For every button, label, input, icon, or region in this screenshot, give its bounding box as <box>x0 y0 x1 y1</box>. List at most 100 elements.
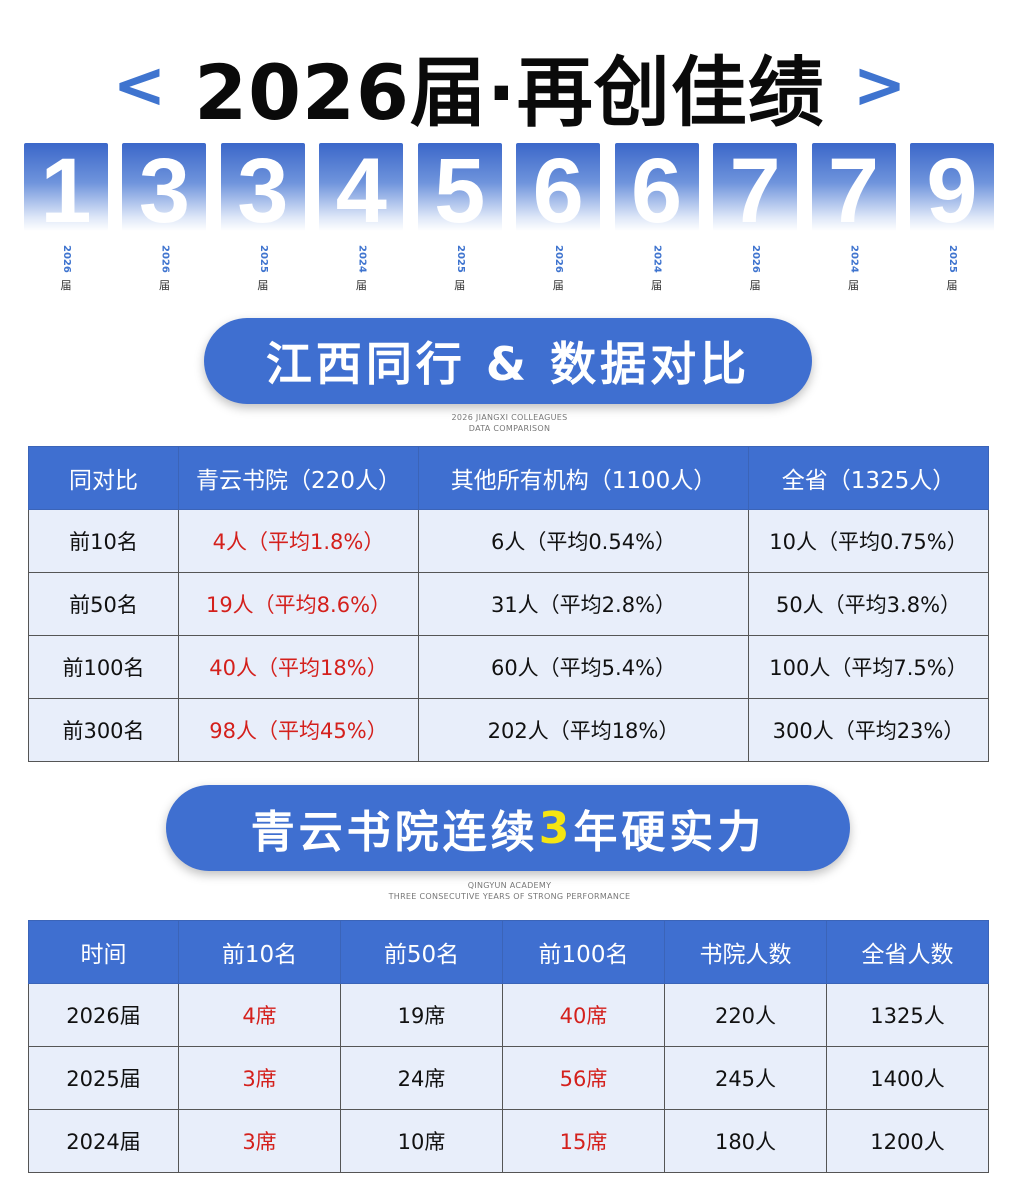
table-cell: 2024届 <box>28 1109 179 1173</box>
table-cell: 6人（平均0.54%） <box>418 509 749 573</box>
table-cell: 40席 <box>502 983 665 1047</box>
subtitle-line: DATA COMPARISON <box>468 424 551 433</box>
performance-title-part: 青云书院连续 <box>250 807 539 858</box>
ranking-digit: 9 <box>926 143 978 231</box>
ranking-jie: 届 <box>158 279 170 292</box>
table-cell: 100人（平均7.5%） <box>748 635 989 699</box>
ranking-digit-box: 7 <box>811 143 896 231</box>
table-cell: 前300名 <box>28 698 179 762</box>
ranking-jie: 届 <box>60 279 72 292</box>
section-performance-title: 青云书院连续 3 年硬实力 <box>166 785 850 871</box>
ranking-card: 7 2024 届 <box>811 143 896 293</box>
page-title-row: < 2026届·再创佳绩 > <box>0 38 1019 137</box>
table-row: 前300名 98人（平均45%） 202人（平均18%） 300人（平均23%） <box>28 698 989 762</box>
ranking-digit: 3 <box>138 143 191 231</box>
ranking-year: 2024 <box>848 245 860 273</box>
ranking-digit-box: 4 <box>319 143 404 231</box>
table-cell: 前50名 <box>28 572 179 636</box>
performance-title-highlight: 3 <box>538 802 574 854</box>
chevron-right-icon: > <box>852 49 907 123</box>
ranking-jie: 届 <box>257 279 269 292</box>
table-cell: 40人（平均18%） <box>178 635 419 699</box>
table-cell: 10席 <box>340 1109 503 1173</box>
performance-table: 时间 前10名 前50名 前100名 书院人数 全省人数 2026届 4席 19… <box>28 920 989 1173</box>
ranking-digit: 7 <box>729 143 781 231</box>
table-row: 前50名 19人（平均8.6%） 31人（平均2.8%） 50人（平均3.8%） <box>28 572 989 636</box>
table-cell: 1325人 <box>826 983 989 1047</box>
ranking-card: 9 2025 届 <box>909 143 994 293</box>
page-title: 2026届·再创佳绩 <box>194 48 825 137</box>
ranking-digit-box: 6 <box>516 143 601 231</box>
section-comparison-title: 江西同行 & 数据对比 <box>204 318 812 404</box>
table-cell: 202人（平均18%） <box>418 698 749 762</box>
table-cell: 19人（平均8.6%） <box>178 572 419 636</box>
table-header-row: 时间 前10名 前50名 前100名 书院人数 全省人数 <box>28 920 989 984</box>
table-cell: 24席 <box>340 1046 503 1110</box>
table-header: 前10名 <box>178 920 341 984</box>
table-cell: 4席 <box>178 983 341 1047</box>
table-cell: 1200人 <box>826 1109 989 1173</box>
table-cell: 31人（平均2.8%） <box>418 572 749 636</box>
section-comparison-subtitle: 2026 JIANGXI COLLEAGUES DATA COMPARISON <box>0 412 1019 434</box>
ranking-digit-box: 9 <box>909 143 994 231</box>
ranking-card: 6 2026 届 <box>516 143 601 293</box>
table-header: 青云书院（220人） <box>178 446 419 510</box>
table-cell: 56席 <box>502 1046 665 1110</box>
ranking-card: 3 2025 届 <box>220 143 305 293</box>
subtitle-line: THREE CONSECUTIVE YEARS OF STRONG PERFOR… <box>388 892 631 901</box>
table-cell: 50人（平均3.8%） <box>748 572 989 636</box>
ranking-jie: 届 <box>355 279 367 292</box>
ranking-card: 1 2026 届 <box>24 143 108 293</box>
ranking-card: 6 2024 届 <box>614 143 699 293</box>
ranking-digit-box: 1 <box>24 143 108 231</box>
ranking-jie: 届 <box>454 279 466 292</box>
ranking-digit: 4 <box>335 143 387 231</box>
ranking-year: 2025 <box>946 245 958 273</box>
ranking-year: 2024 <box>651 245 663 273</box>
ranking-year: 2026 <box>61 245 72 273</box>
comparison-table: 同对比 青云书院（220人） 其他所有机构（1100人） 全省（1325人） 前… <box>28 446 989 762</box>
table-cell: 3席 <box>178 1109 341 1173</box>
ranking-year: 2025 <box>257 245 269 273</box>
table-cell: 4人（平均1.8%） <box>178 509 419 573</box>
ranking-digits: 1 2026 届 3 2026 届 3 2025 届 4 2024 届 5 20… <box>24 143 994 293</box>
table-header: 前100名 <box>502 920 665 984</box>
ranking-jie: 届 <box>749 279 761 292</box>
table-cell: 15席 <box>502 1109 665 1173</box>
table-cell: 3席 <box>178 1046 341 1110</box>
subtitle-line: 2026 JIANGXI COLLEAGUES <box>451 413 568 422</box>
table-row: 2025届 3席 24席 56席 245人 1400人 <box>28 1046 989 1110</box>
table-header: 其他所有机构（1100人） <box>418 446 749 510</box>
performance-title-part: 年硬实力 <box>573 807 766 858</box>
ranking-digit-box: 3 <box>122 143 207 231</box>
ranking-digit-box: 5 <box>417 143 502 231</box>
table-cell: 245人 <box>664 1046 827 1110</box>
table-header-row: 同对比 青云书院（220人） 其他所有机构（1100人） 全省（1325人） <box>28 446 989 510</box>
table-cell: 前10名 <box>28 509 179 573</box>
table-row: 前100名 40人（平均18%） 60人（平均5.4%） 100人（平均7.5%… <box>28 635 989 699</box>
ranking-year: 2025 <box>454 245 466 273</box>
table-cell: 10人（平均0.75%） <box>748 509 989 573</box>
table-cell: 180人 <box>664 1109 827 1173</box>
ranking-digit: 6 <box>631 143 683 231</box>
ranking-digit: 7 <box>827 143 880 231</box>
ranking-digit-box: 7 <box>713 143 798 231</box>
ranking-year: 2026 <box>159 245 171 273</box>
table-header: 全省人数 <box>826 920 989 984</box>
ranking-card: 4 2024 届 <box>319 143 404 293</box>
table-cell: 1400人 <box>826 1046 989 1110</box>
subtitle-line: QINGYUN ACADEMY <box>467 881 552 890</box>
table-header: 书院人数 <box>664 920 827 984</box>
table-cell: 98人（平均45%） <box>178 698 419 762</box>
table-header: 同对比 <box>28 446 179 510</box>
ranking-digit: 5 <box>434 143 486 231</box>
ranking-digit-box: 3 <box>220 143 305 231</box>
table-row: 2024届 3席 10席 15席 180人 1200人 <box>28 1109 989 1173</box>
ranking-year: 2026 <box>553 245 565 273</box>
table-cell: 2025届 <box>28 1046 179 1110</box>
section-performance-subtitle: QINGYUN ACADEMY THREE CONSECUTIVE YEARS … <box>0 880 1019 902</box>
table-header: 前50名 <box>340 920 503 984</box>
chevron-left-icon: < <box>112 49 167 123</box>
ranking-digit: 1 <box>40 143 92 231</box>
table-cell: 19席 <box>340 983 503 1047</box>
